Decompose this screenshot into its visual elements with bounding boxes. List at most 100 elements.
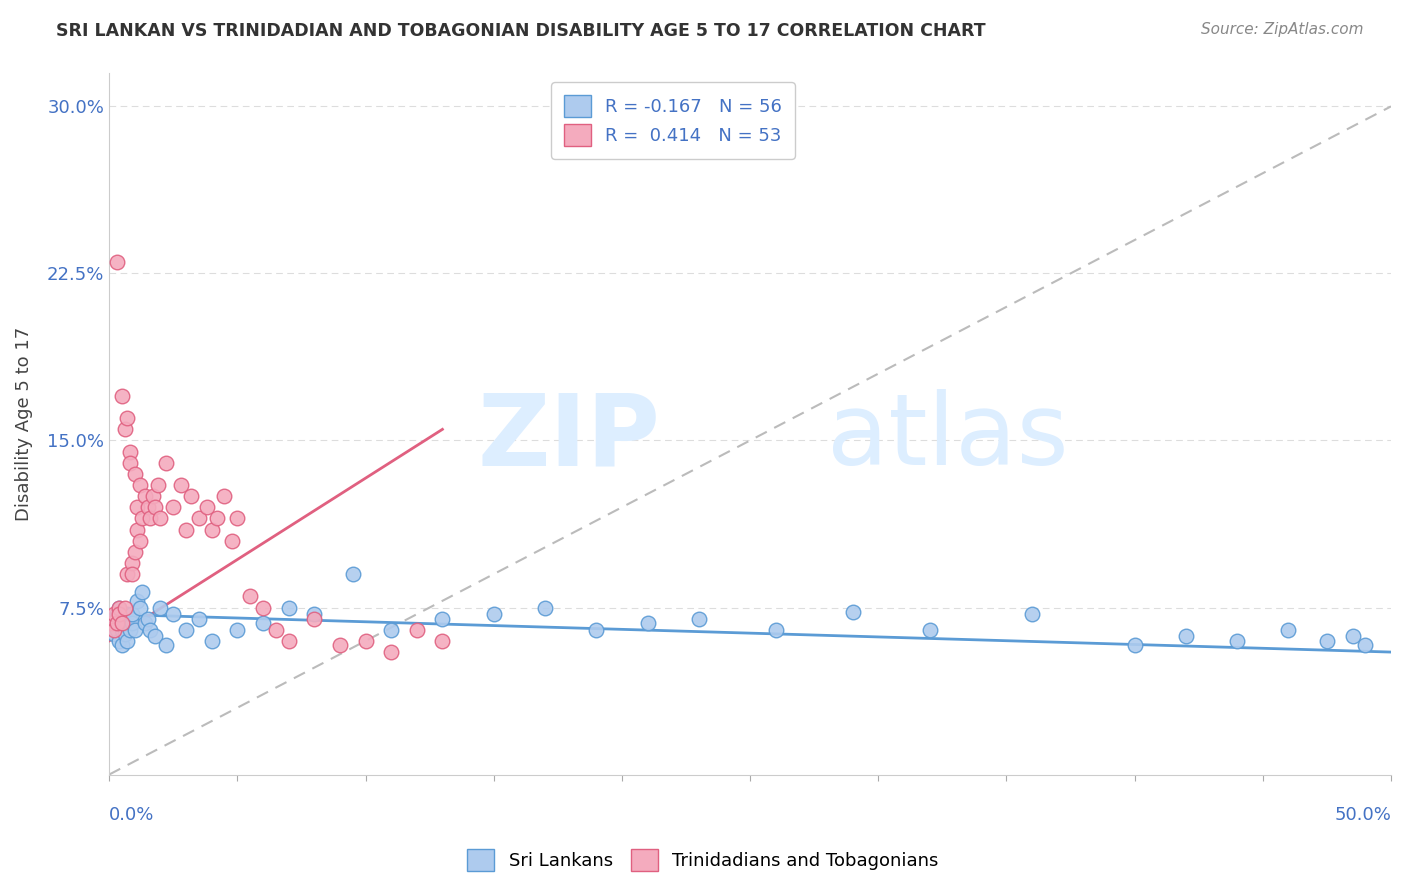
Point (354, 634, 377, 648)
Point (103, 627, 125, 641)
Point (170, 478, 193, 492)
Point (118, 612, 141, 626)
Point (180, 489, 202, 503)
Point (111, 612, 134, 626)
Point (118, 444, 141, 458)
Point (105, 607, 128, 622)
Point (134, 489, 156, 503)
Point (114, 616, 136, 631)
Point (221, 533, 243, 548)
Point (118, 456, 141, 470)
Point (111, 623, 134, 637)
Point (111, 616, 134, 631)
Point (585, 623, 607, 637)
Point (136, 500, 159, 515)
Point (105, 616, 128, 631)
Point (105, 623, 128, 637)
Point (637, 616, 659, 631)
Point (302, 612, 325, 626)
Point (124, 545, 146, 559)
Point (114, 422, 136, 436)
Point (105, 255, 128, 269)
Point (103, 607, 125, 622)
Point (405, 623, 427, 637)
Point (432, 612, 454, 626)
Point (115, 411, 138, 425)
Point (380, 645, 402, 659)
Point (534, 600, 557, 615)
Point (432, 634, 454, 648)
Point (128, 533, 150, 548)
Point (277, 634, 299, 648)
Point (482, 607, 505, 622)
Legend: Sri Lankans, Trinidadians and Tobagonians: Sri Lankans, Trinidadians and Tobagonian… (460, 842, 946, 879)
Point (103, 612, 125, 626)
Point (111, 389, 134, 403)
Point (1341, 630, 1364, 644)
Text: 50.0%: 50.0% (1334, 806, 1391, 824)
Point (121, 567, 143, 582)
Point (264, 623, 287, 637)
Point (136, 612, 159, 626)
Point (226, 511, 249, 525)
Text: Source: ZipAtlas.com: Source: ZipAtlas.com (1201, 22, 1364, 37)
Point (149, 511, 172, 525)
Point (146, 478, 169, 492)
Point (302, 607, 325, 622)
Point (114, 600, 136, 615)
Point (128, 478, 150, 492)
Point (195, 500, 218, 515)
Point (143, 630, 166, 644)
Point (108, 616, 131, 631)
Point (201, 523, 224, 537)
Point (100, 616, 122, 631)
Point (187, 511, 209, 525)
Point (252, 616, 274, 631)
Text: 0.0%: 0.0% (110, 806, 155, 824)
Point (205, 511, 228, 525)
Point (108, 600, 131, 615)
Point (201, 634, 224, 648)
Point (127, 500, 149, 515)
Point (765, 623, 787, 637)
Point (115, 607, 138, 622)
Point (111, 639, 134, 653)
Y-axis label: Disability Age 5 to 17: Disability Age 5 to 17 (15, 326, 32, 521)
Point (103, 623, 125, 637)
Point (239, 590, 262, 604)
Point (124, 623, 146, 637)
Point (142, 489, 165, 503)
Legend: R = -0.167   N = 56, R =  0.414   N = 53: R = -0.167 N = 56, R = 0.414 N = 53 (551, 82, 794, 159)
Point (1316, 634, 1339, 648)
Point (688, 612, 710, 626)
Point (155, 639, 177, 653)
Point (187, 612, 209, 626)
Point (131, 511, 153, 525)
Point (127, 594, 149, 608)
Point (128, 600, 150, 615)
Point (174, 523, 197, 537)
Point (174, 623, 197, 637)
Point (143, 500, 166, 515)
Text: ZIP: ZIP (478, 389, 661, 486)
Point (1123, 639, 1146, 653)
Point (214, 489, 236, 503)
Point (1277, 623, 1299, 637)
Point (121, 556, 143, 570)
Point (252, 600, 274, 615)
Point (131, 585, 153, 599)
Point (134, 616, 156, 631)
Point (1226, 634, 1249, 648)
Point (108, 634, 131, 648)
Text: SRI LANKAN VS TRINIDADIAN AND TOBAGONIAN DISABILITY AGE 5 TO 17 CORRELATION CHAR: SRI LANKAN VS TRINIDADIAN AND TOBAGONIAN… (56, 22, 986, 40)
Point (115, 634, 138, 648)
Point (121, 607, 143, 622)
Point (162, 500, 184, 515)
Point (149, 600, 172, 615)
Point (162, 607, 184, 622)
Point (114, 627, 136, 641)
Point (139, 511, 162, 525)
Point (918, 623, 941, 637)
Point (1021, 607, 1043, 622)
Point (115, 567, 138, 582)
